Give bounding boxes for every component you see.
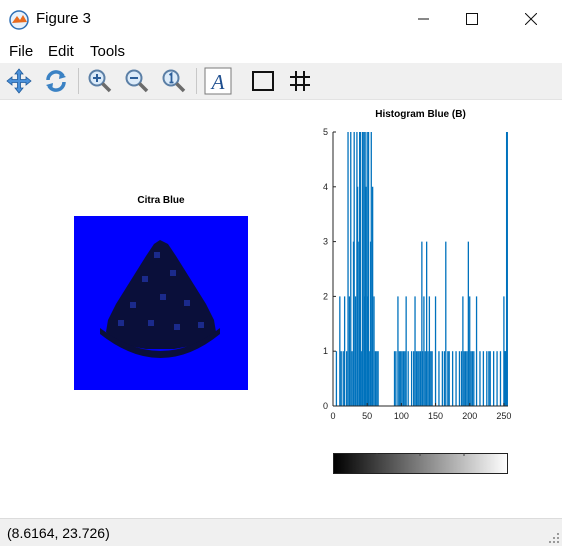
y-tick-label: 3	[323, 237, 328, 247]
zoom-reset-icon	[162, 69, 186, 93]
x-tick-label: 150	[428, 411, 443, 421]
status-bar: (8.6164, 23.726)	[0, 518, 562, 546]
rotate-button[interactable]	[41, 66, 71, 96]
grid-button[interactable]	[285, 66, 315, 96]
pan-button[interactable]	[4, 66, 34, 96]
x-tick-label: 100	[394, 411, 409, 421]
x-tick-label: 200	[462, 411, 477, 421]
grid-icon	[290, 71, 310, 91]
y-tick-label: 5	[323, 127, 328, 137]
watermelon-texture	[118, 252, 204, 330]
colorbar	[333, 453, 508, 474]
image-display[interactable]	[74, 216, 248, 390]
menu-edit[interactable]: Edit	[48, 43, 74, 60]
resize-grip-icon[interactable]	[549, 533, 559, 543]
toolbar: A	[0, 63, 562, 100]
svg-text:A: A	[210, 70, 225, 94]
cursor-coordinates: (8.6164, 23.726)	[7, 525, 110, 541]
text-icon: A	[204, 67, 232, 95]
zoom-out-icon	[125, 69, 149, 93]
colorbar-gradient	[333, 453, 508, 474]
box-icon	[252, 71, 274, 91]
maximize-button[interactable]	[449, 0, 495, 38]
y-tick-label: 0	[323, 401, 328, 411]
zoom-reset-button[interactable]	[159, 66, 189, 96]
close-icon	[525, 13, 537, 25]
image-title: Citra Blue	[137, 195, 185, 206]
watermelon-rind	[100, 328, 220, 358]
histogram-chart[interactable]: 0 50 100 150 200 250 0 1 2 3 4 5	[313, 120, 523, 430]
minimize-button[interactable]	[401, 0, 447, 38]
minimize-icon	[418, 18, 429, 20]
toolbar-separator	[196, 68, 197, 94]
pan-icon	[6, 68, 32, 94]
zoom-in-button[interactable]	[85, 66, 115, 96]
maximize-icon	[466, 13, 478, 25]
menu-bar: File Edit Tools	[0, 38, 562, 63]
box-button[interactable]	[248, 66, 278, 96]
y-tick-label: 2	[323, 291, 328, 301]
colorbar-ticks	[376, 453, 465, 456]
toolbar-separator	[78, 68, 79, 94]
text-button[interactable]: A	[203, 66, 233, 96]
menu-file[interactable]: File	[9, 43, 34, 60]
x-tick-label: 0	[330, 411, 335, 421]
y-tick-label: 4	[323, 182, 328, 192]
chart-title: Histogram Blue (B)	[375, 109, 466, 120]
menu-tools[interactable]: Tools	[90, 43, 126, 60]
window-title: Figure 3	[36, 10, 92, 27]
x-tick-label: 250	[496, 411, 511, 421]
y-tick-label: 1	[323, 346, 328, 356]
title-bar: Figure 3	[0, 0, 562, 38]
matlab-figure-icon	[9, 10, 29, 30]
zoom-in-icon	[88, 69, 112, 93]
x-tick-label: 50	[362, 411, 372, 421]
zoom-out-button[interactable]	[122, 66, 152, 96]
close-button[interactable]	[508, 0, 554, 38]
rotate-icon	[46, 70, 66, 92]
